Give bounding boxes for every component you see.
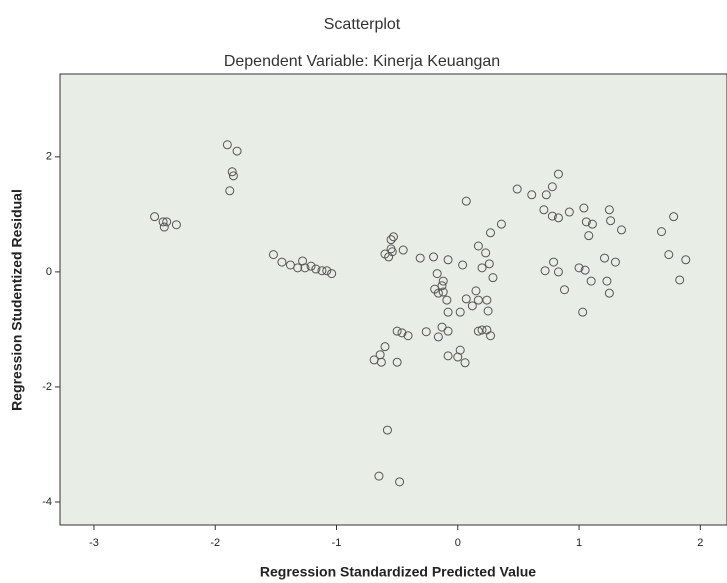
x-tick-label: -2 bbox=[210, 537, 220, 549]
y-tick-label: -4 bbox=[42, 496, 52, 508]
x-tick-label: 1 bbox=[576, 537, 582, 549]
x-tick-label: 0 bbox=[455, 537, 461, 549]
y-tick-label: 0 bbox=[46, 266, 52, 278]
y-tick-label: 2 bbox=[46, 151, 52, 163]
chart: Scatterplot Dependent Variable: Kinerja … bbox=[0, 0, 727, 583]
chart-subtitle: Dependent Variable: Kinerja Keuangan bbox=[224, 53, 500, 70]
x-tick-label: -1 bbox=[332, 537, 342, 549]
x-axis-label: Regression Standardized Predicted Value bbox=[260, 564, 536, 580]
page: Scatterplot Dependent Variable: Kinerja … bbox=[0, 0, 727, 583]
y-tick-label: -2 bbox=[42, 381, 52, 393]
plot-area bbox=[60, 74, 727, 525]
chart-title: Scatterplot bbox=[324, 16, 401, 33]
x-tick-label: -3 bbox=[89, 537, 99, 549]
x-tick-label: 2 bbox=[697, 537, 703, 549]
y-axis-label: Regression Studentized Residual bbox=[9, 189, 25, 411]
